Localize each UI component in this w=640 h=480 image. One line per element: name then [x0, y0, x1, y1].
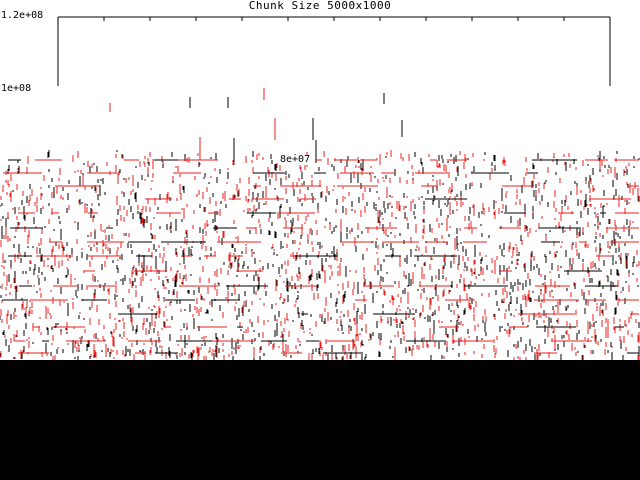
chart-title: Chunk Size 5000x1000 [248, 0, 392, 12]
chart-svg [0, 16, 640, 360]
black-band [0, 360, 640, 480]
y-tick-label-top: 1.2e+08 [1, 10, 44, 21]
y-tick-label-second: 1e+08 [1, 83, 32, 94]
inline-value-label: 8e+07 [279, 154, 312, 165]
chart-plot-area: Chunk Size 5000x1000 1.2e+08 1e+08 8e+07 [0, 0, 640, 360]
